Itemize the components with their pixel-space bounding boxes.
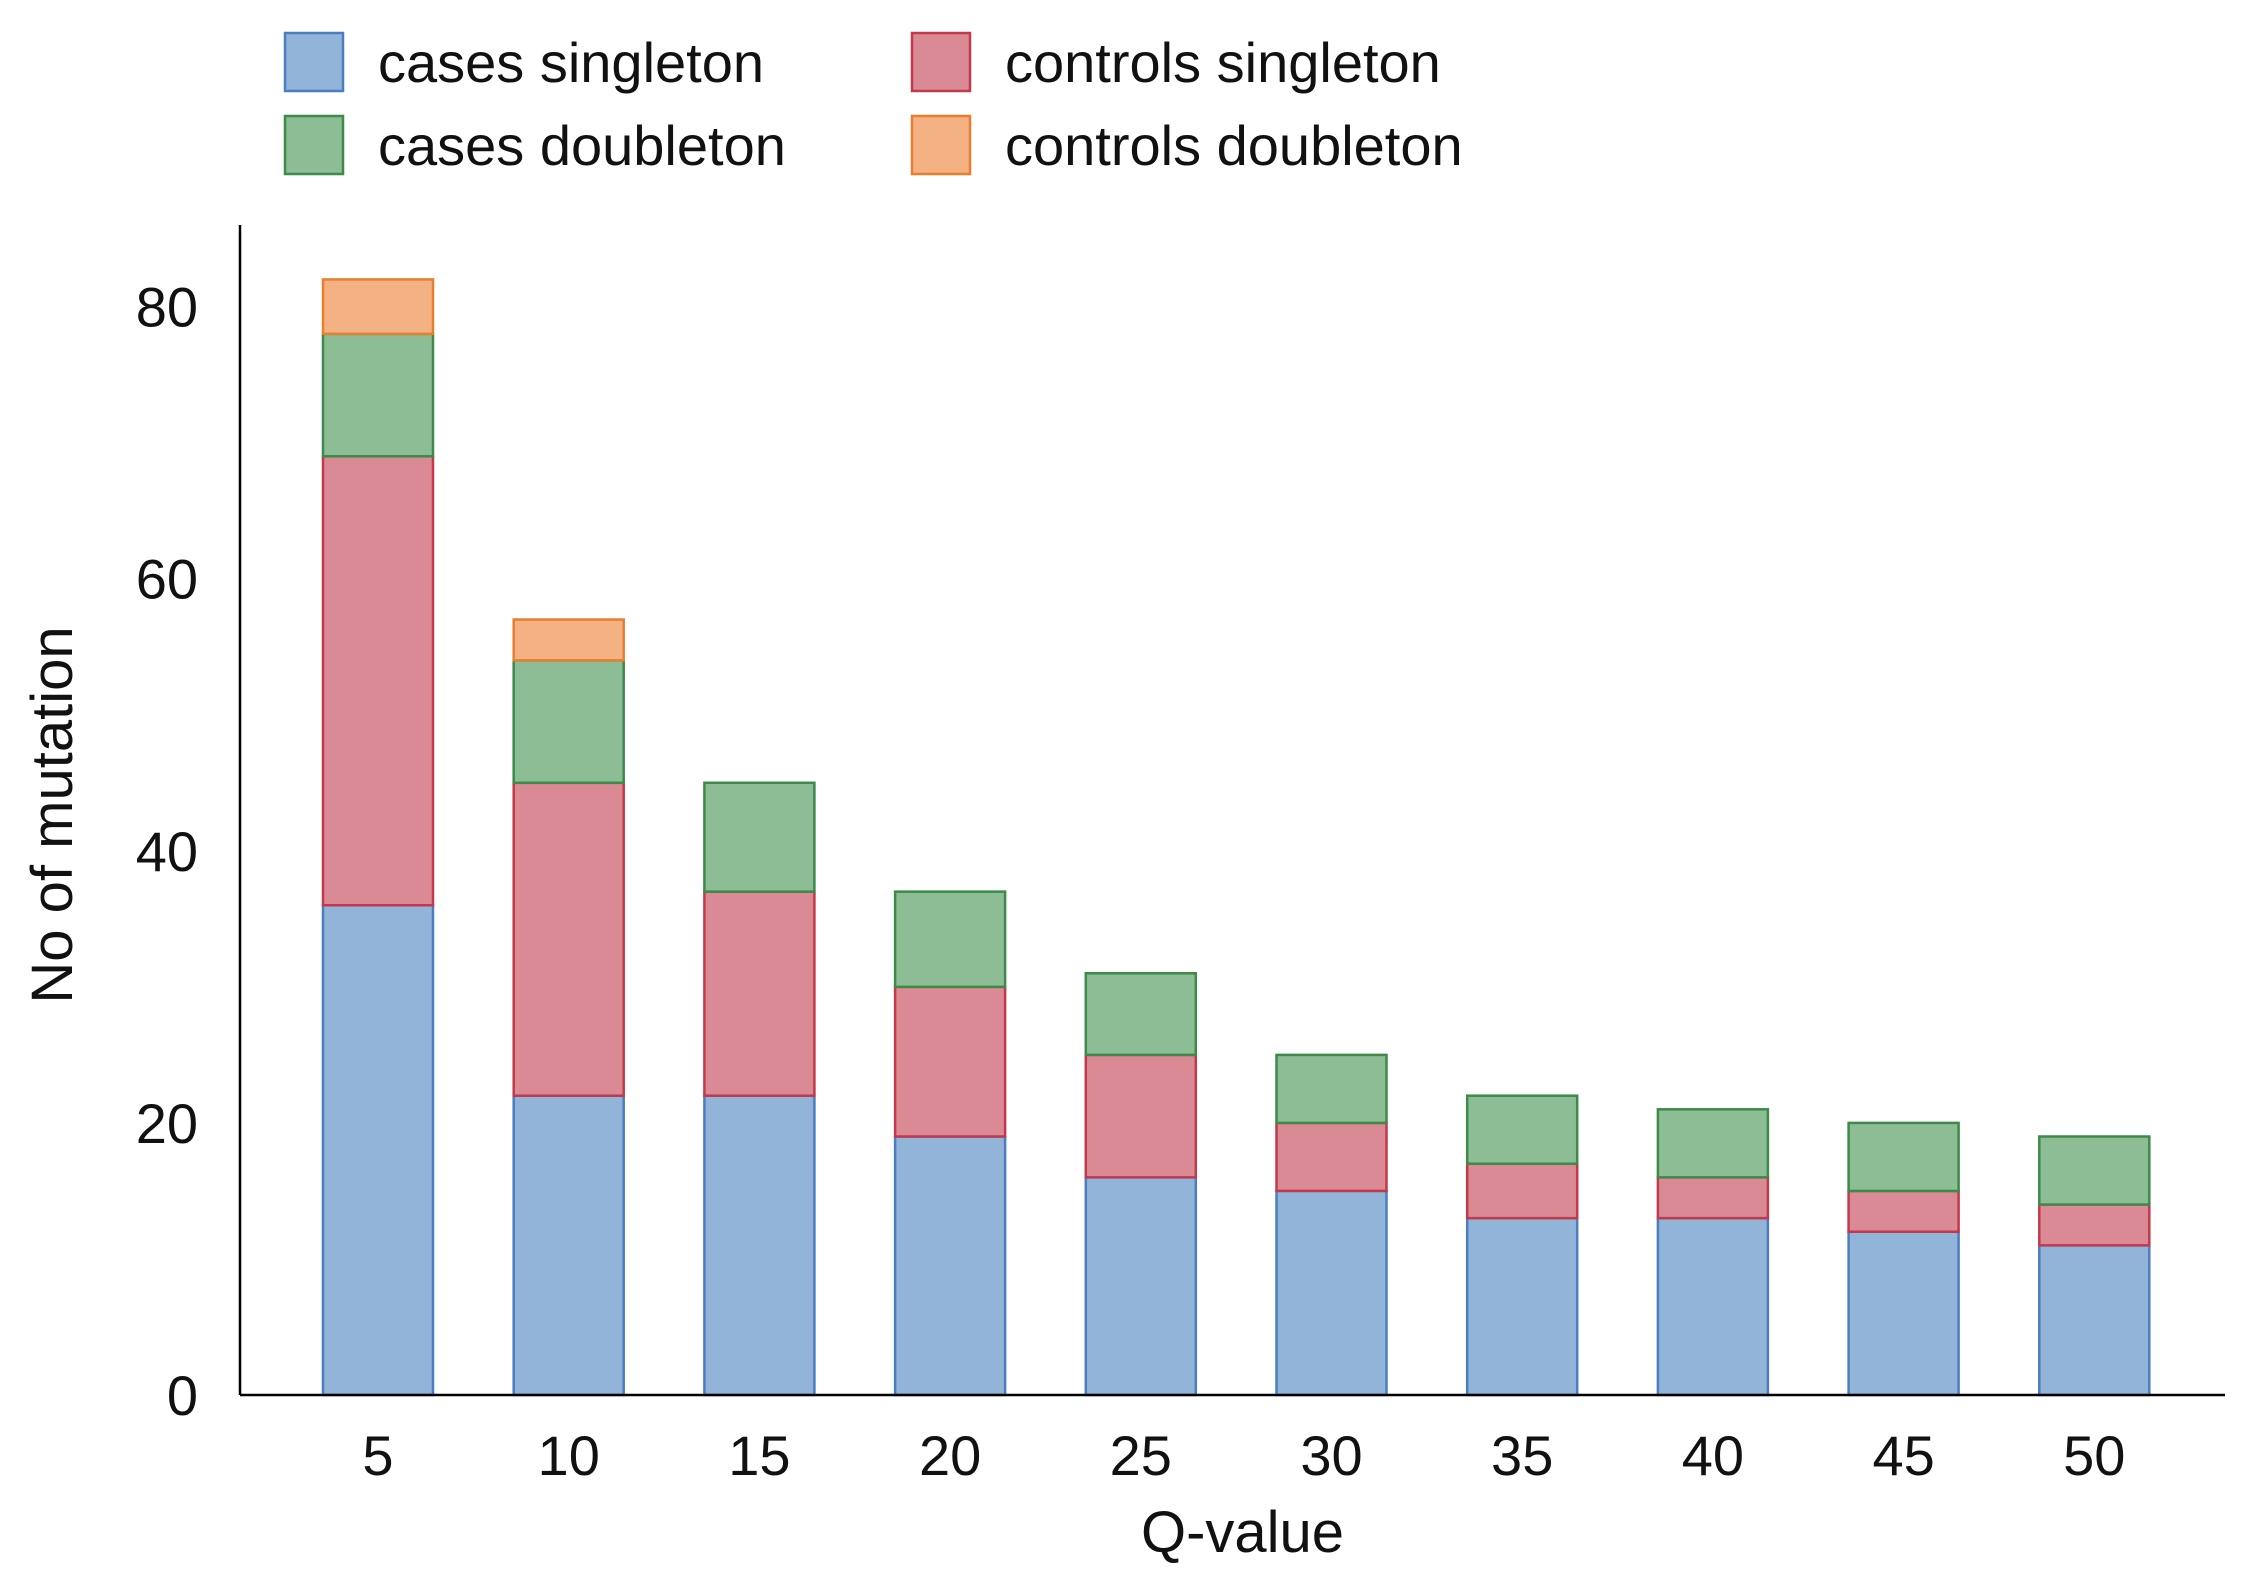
bar-controls-singleton-q35 bbox=[1465, 1162, 1579, 1220]
bar-cases-doubleton-q40 bbox=[1656, 1108, 1770, 1179]
bar-cases-doubleton-q50 bbox=[2038, 1135, 2151, 1206]
legend-swatch-controls-singleton bbox=[910, 31, 972, 93]
bar-cases-doubleton-q15 bbox=[703, 781, 816, 893]
bar-cases-singleton-q50 bbox=[2038, 1244, 2151, 1397]
x-tick-label: 10 bbox=[538, 1424, 600, 1487]
y-tick-label: 40 bbox=[136, 820, 198, 883]
x-tick-label: 25 bbox=[1110, 1424, 1172, 1487]
y-tick-label: 20 bbox=[136, 1092, 198, 1155]
bars bbox=[321, 278, 2151, 1397]
bar-controls-singleton-q45 bbox=[1847, 1189, 1960, 1233]
legend-swatch-controls-doubleton bbox=[910, 114, 972, 176]
x-tick-label: 35 bbox=[1491, 1424, 1553, 1487]
legend-label-controls-singleton: controls singleton bbox=[1005, 31, 1441, 94]
bar-cases-doubleton-q35 bbox=[1465, 1094, 1579, 1165]
x-tick-label: 50 bbox=[2063, 1424, 2125, 1487]
bar-controls-singleton-q15 bbox=[703, 890, 816, 1097]
legend-swatch-cases-singleton bbox=[283, 31, 345, 93]
bar-controls-doubleton-q5 bbox=[321, 278, 435, 336]
bar-cases-doubleton-q45 bbox=[1847, 1121, 1960, 1193]
bar-cases-singleton-q25 bbox=[1084, 1176, 1198, 1397]
bar-controls-singleton-q10 bbox=[512, 781, 625, 1097]
legend-swatch-cases-doubleton bbox=[283, 114, 345, 176]
legend-label-cases-doubleton: cases doubleton bbox=[378, 114, 786, 177]
x-tick-label: 5 bbox=[362, 1424, 393, 1487]
bar-controls-singleton-q20 bbox=[893, 985, 1007, 1138]
x-tick-label: 15 bbox=[728, 1424, 790, 1487]
bar-controls-singleton-q30 bbox=[1275, 1121, 1388, 1193]
y-tick-label: 80 bbox=[136, 276, 198, 339]
y-tick-label: 60 bbox=[136, 548, 198, 611]
x-tick-label: 45 bbox=[1872, 1424, 1934, 1487]
x-tick-label: 20 bbox=[919, 1424, 981, 1487]
x-tick-label: 30 bbox=[1300, 1424, 1362, 1487]
bar-cases-doubleton-q30 bbox=[1275, 1053, 1388, 1125]
bar-cases-singleton-q15 bbox=[703, 1094, 816, 1397]
bar-controls-singleton-q25 bbox=[1084, 1053, 1198, 1179]
bar-cases-singleton-q5 bbox=[321, 903, 435, 1397]
bar-cases-doubleton-q20 bbox=[893, 890, 1007, 989]
bar-cases-singleton-q40 bbox=[1656, 1216, 1770, 1397]
x-axis-title: Q-value bbox=[1141, 1500, 1344, 1565]
axes: 0 20 40 60 80 5 10 15 20 25 30 35 40 45 50 bbox=[136, 225, 2225, 1487]
bar-controls-singleton-q40 bbox=[1656, 1176, 1770, 1220]
y-tick-label: 0 bbox=[167, 1364, 198, 1427]
bar-cases-singleton-q35 bbox=[1465, 1216, 1579, 1397]
legend-label-cases-singleton: cases singleton bbox=[378, 31, 764, 94]
bar-controls-singleton-q5 bbox=[321, 455, 435, 907]
legend-label-controls-doubleton: controls doubleton bbox=[1005, 114, 1463, 177]
x-tick-label: 40 bbox=[1682, 1424, 1744, 1487]
bar-cases-singleton-q30 bbox=[1275, 1189, 1388, 1397]
bar-cases-singleton-q45 bbox=[1847, 1230, 1960, 1397]
bar-cases-doubleton-q25 bbox=[1084, 972, 1198, 1057]
bar-cases-doubleton-q5 bbox=[321, 332, 435, 458]
bar-controls-singleton-q50 bbox=[2038, 1203, 2151, 1247]
legend: cases singleton controls singleton cases d… bbox=[283, 31, 1463, 177]
bar-cases-doubleton-q10 bbox=[512, 659, 625, 785]
y-axis-title: No of mutation bbox=[20, 626, 85, 1003]
bar-cases-singleton-q10 bbox=[512, 1094, 625, 1397]
bar-cases-singleton-q20 bbox=[893, 1135, 1007, 1397]
bar-controls-doubleton-q10 bbox=[512, 618, 625, 662]
